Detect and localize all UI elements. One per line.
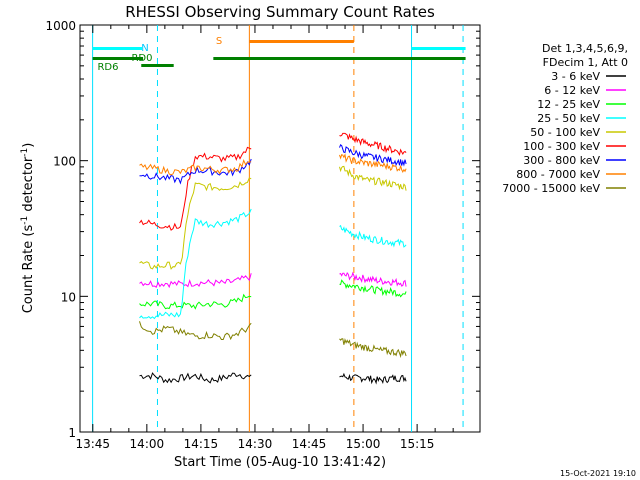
flag-label-rd0: RD0	[131, 53, 152, 64]
y-axis-ticks: 1 10 100 1000	[45, 19, 480, 440]
y-tick-label: 1	[68, 426, 76, 440]
y-tick-label: 100	[53, 155, 76, 169]
series-line-segment-1	[139, 273, 252, 289]
series-line-segment-2	[339, 153, 407, 173]
series	[139, 165, 407, 270]
flag-label-rd6: RD6	[97, 62, 118, 73]
night-flag-bar	[92, 47, 142, 50]
rd0-flag-bar	[92, 57, 144, 60]
chart-title: RHESSI Observing Summary Count Rates	[125, 3, 435, 21]
legend-entry-label: 7000 - 15000 keV	[502, 182, 600, 195]
y-axis-label-end: )	[21, 143, 36, 148]
y-axis-label-sup2: -1	[20, 148, 30, 157]
x-tick-label: 14:45	[292, 437, 327, 451]
x-tick-label: 14:15	[184, 437, 219, 451]
rd0-flag-bar	[213, 57, 466, 60]
series	[139, 321, 407, 359]
x-tick-label: 15:15	[400, 437, 435, 451]
flag-label-n: N	[141, 43, 148, 54]
series-line-segment-1	[139, 321, 252, 341]
x-axis-label: Start Time (05-Aug-10 13:41:42)	[174, 455, 386, 470]
plot-frame	[79, 24, 481, 433]
series-line-segment-2	[339, 279, 407, 298]
x-tick-label: 14:00	[130, 437, 165, 451]
x-tick-label: 13:45	[75, 437, 110, 451]
x-axis-ticks: 13:45 14:00 14:15 14:30 14:45 15:00 15:15	[75, 25, 454, 451]
vertical-marker-lines	[92, 25, 464, 432]
series-line-segment-2	[339, 143, 407, 167]
legend-header-2: FDecim 1, Att 0	[543, 56, 628, 69]
series-line-segment-1	[139, 158, 252, 176]
legend-entry-label: 3 - 6 keV	[551, 70, 600, 83]
status-flag-bars	[92, 40, 466, 67]
series	[139, 143, 407, 185]
y-axis-label: Count Rate (s-1 detector-1)	[20, 143, 36, 314]
saa-flag-bar	[249, 40, 354, 43]
y-axis-label-main: Count Rate (s	[21, 225, 36, 314]
y-tick-label: 1000	[45, 19, 76, 33]
series-layer	[139, 132, 407, 385]
series	[139, 271, 407, 289]
series	[139, 153, 407, 176]
series-line-segment-2	[339, 224, 407, 248]
x-tick-label: 14:30	[238, 437, 273, 451]
series	[139, 208, 407, 320]
legend-entry-label: 300 - 800 keV	[523, 154, 600, 167]
series-line-segment-2	[339, 165, 407, 191]
y-axis-label-mid: detector	[21, 156, 36, 216]
series-line-segment-2	[339, 338, 407, 359]
legend-entry-label: 100 - 300 keV	[523, 140, 600, 153]
series-line-segment-1	[139, 146, 252, 231]
y-tick-label: 10	[61, 290, 76, 304]
night-flag-bar	[411, 47, 466, 50]
series	[139, 372, 407, 385]
generation-timestamp: 15-Oct-2021 19:10	[560, 469, 636, 478]
legend-entry-label: 6 - 12 keV	[544, 84, 600, 97]
legend-entry-label: 50 - 100 keV	[530, 126, 600, 139]
legend-entry-label: 800 - 7000 keV	[516, 168, 600, 181]
series-line-segment-1	[139, 208, 252, 320]
legend-entry-label: 25 - 50 keV	[537, 112, 600, 125]
series	[139, 132, 407, 231]
y-axis-label-sup1: -1	[20, 216, 30, 225]
legend: Det 1,3,4,5,6,9, FDecim 1, Att 0 3 - 6 k…	[502, 42, 628, 195]
series-line-segment-1	[139, 177, 252, 270]
rd6-flag-bar	[141, 64, 174, 67]
series-line-segment-1	[139, 158, 252, 185]
x-tick-label: 15:00	[346, 437, 381, 451]
series	[139, 279, 407, 310]
legend-header-1: Det 1,3,4,5,6,9,	[542, 42, 628, 55]
series-line-segment-2	[339, 132, 407, 157]
series-line-segment-2	[339, 372, 407, 385]
series-line-segment-1	[139, 293, 252, 310]
series-line-segment-2	[339, 271, 407, 287]
flag-label-s: S	[216, 36, 222, 47]
legend-entry-label: 12 - 25 keV	[537, 98, 600, 111]
series-line-segment-1	[139, 372, 252, 384]
